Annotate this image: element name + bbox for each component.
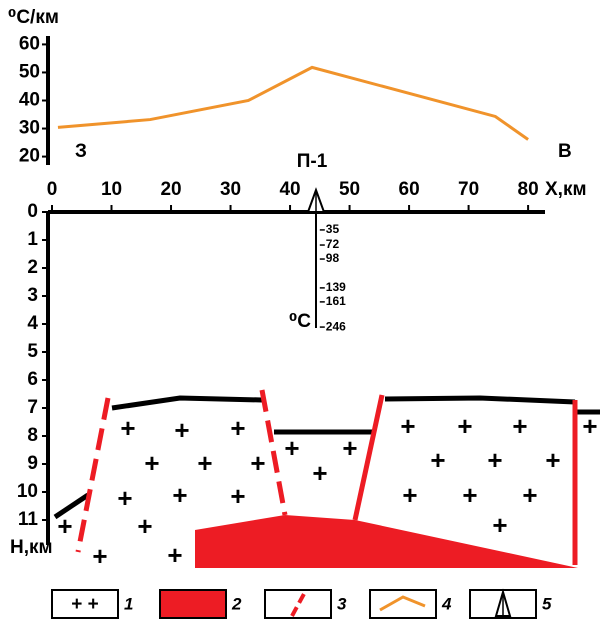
legend-symbol: + + — [71, 594, 98, 615]
granite-symbol: + — [522, 480, 537, 510]
depth-tick-label: 8 — [27, 425, 38, 446]
depth-tick-label: 10 — [17, 481, 38, 502]
legend-label: 4 — [441, 594, 452, 613]
well-label: П-1 — [297, 151, 328, 172]
granite-symbol: + — [144, 448, 159, 478]
y-axis-label: ⁰C/км — [8, 7, 59, 28]
intrusion-body — [195, 515, 578, 568]
granite-symbol: + — [250, 448, 265, 478]
granite-symbol: + — [402, 480, 417, 510]
temperature-unit: ⁰C — [289, 311, 311, 332]
depth-tick-label: 1 — [27, 229, 38, 250]
legend-box — [160, 590, 226, 618]
x-tick-label: 30 — [220, 179, 241, 200]
temperature-label: 161 — [326, 294, 346, 308]
legend-label: 5 — [542, 594, 552, 613]
temperature-label: 72 — [326, 237, 340, 251]
y-tick-label: 40 — [19, 90, 40, 111]
x-tick-label: 0 — [47, 179, 58, 200]
granite-symbol: + — [284, 433, 299, 463]
heat-flow-line — [58, 67, 528, 139]
depth-tick-label: 3 — [27, 285, 38, 306]
y-tick-label: 50 — [19, 61, 40, 82]
east-label: В — [558, 141, 572, 162]
granite-symbol: + — [342, 433, 357, 463]
depth-tick-label: 0 — [27, 201, 38, 222]
granite-symbol: + — [197, 448, 212, 478]
x-axis-label: X,км — [545, 179, 587, 200]
granite-symbol: + — [457, 411, 472, 441]
x-tick-label: 10 — [101, 179, 122, 200]
basement-top — [385, 398, 575, 402]
x-tick-label: 70 — [458, 179, 479, 200]
granite-symbol: + — [172, 480, 187, 510]
legend-label: 3 — [337, 594, 347, 613]
granite-symbol: + — [430, 445, 445, 475]
y-tick-label: 60 — [19, 33, 40, 54]
granite-symbol: + — [400, 411, 415, 441]
granite-symbol: + — [462, 480, 477, 510]
depth-tick-label: 6 — [27, 369, 38, 390]
granite-symbol: + — [545, 445, 560, 475]
geology: +++++++++++++++++++++++++++ — [55, 390, 600, 571]
granite-symbol: + — [174, 415, 189, 445]
temperature-label: 98 — [326, 251, 340, 265]
granite-symbol: + — [512, 411, 527, 441]
legend-label: 1 — [124, 594, 133, 613]
fault — [355, 395, 382, 520]
temperature-label: 246 — [326, 319, 346, 333]
granite-symbol: + — [492, 510, 507, 540]
temperature-label: 35 — [326, 222, 340, 236]
depth-axis-label: Н,км — [10, 537, 53, 558]
fault-inferred — [78, 398, 108, 552]
figure: +++++++++++++++++++++++++++ ⁰C/км X,км З… — [0, 0, 601, 621]
granite-symbol: + — [167, 540, 182, 570]
legend-box — [265, 590, 331, 618]
depth-tick-label: 9 — [27, 453, 38, 474]
temperature-label: 139 — [326, 280, 346, 294]
x-tick-label: 20 — [160, 179, 181, 200]
legend-label: 2 — [231, 594, 242, 613]
x-tick-label: 50 — [339, 179, 360, 200]
depth-tick-label: 2 — [27, 257, 38, 278]
depth-tick-label: 4 — [27, 313, 38, 334]
granite-symbol: + — [120, 413, 135, 443]
granite-symbol: + — [137, 511, 152, 541]
granite-symbol: + — [230, 413, 245, 443]
x-tick-label: 40 — [279, 179, 300, 200]
depth-tick-label: 11 — [18, 509, 39, 530]
legend-box — [370, 590, 436, 618]
granite-symbol: + — [312, 458, 327, 488]
basement-top — [112, 398, 262, 408]
y-tick-label: 20 — [19, 146, 40, 167]
depth-tick-label: 5 — [27, 341, 38, 362]
granite-symbol: + — [117, 483, 132, 513]
granite-symbol: + — [230, 481, 245, 511]
west-label: З — [75, 141, 87, 162]
x-tick-label: 80 — [518, 179, 539, 200]
granite-symbol: + — [487, 445, 502, 475]
y-tick-label: 30 — [19, 118, 40, 139]
granite-symbol: + — [582, 411, 597, 441]
granite-symbol: + — [57, 511, 72, 541]
granite-symbol: + — [92, 541, 107, 571]
x-tick-label: 60 — [399, 179, 420, 200]
depth-tick-label: 7 — [27, 397, 38, 418]
